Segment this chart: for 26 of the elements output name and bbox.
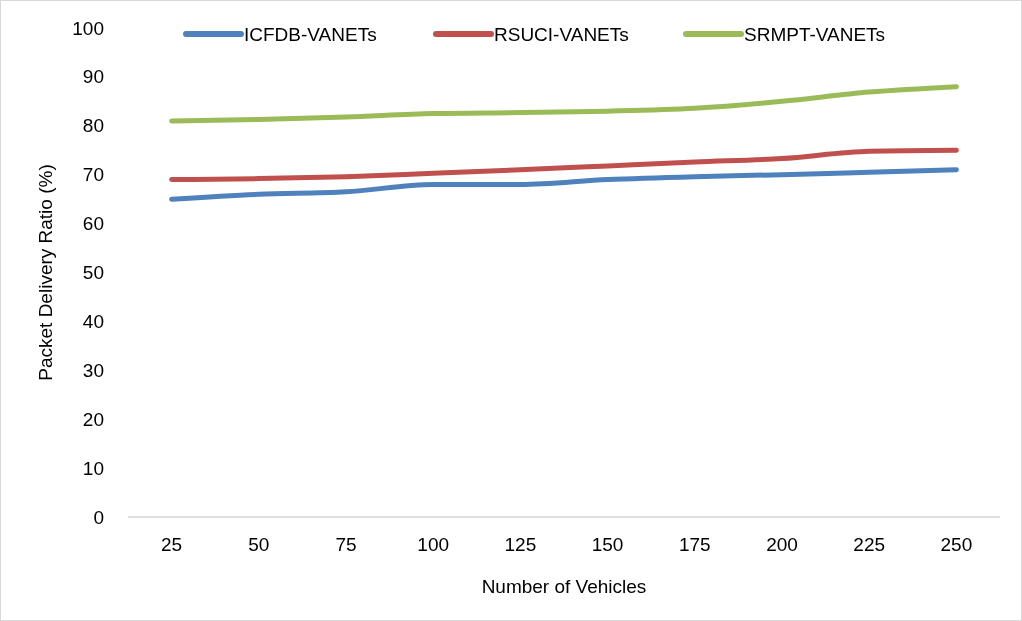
y-tick-label: 50 bbox=[82, 262, 104, 283]
legend-label: SRMPT-VANETs bbox=[744, 23, 886, 45]
y-axis-title: Packet Delivery Ratio (%) bbox=[35, 164, 56, 381]
x-tick-label: 250 bbox=[940, 534, 973, 555]
y-tick-label: 30 bbox=[82, 359, 104, 381]
x-tick-label: 125 bbox=[504, 534, 537, 555]
y-tick-label: 60 bbox=[82, 213, 104, 235]
x-tick-label: 150 bbox=[591, 534, 624, 555]
x-tick-label: 25 bbox=[161, 534, 183, 555]
x-tick-label: 100 bbox=[417, 534, 450, 555]
x-tick-label: 175 bbox=[678, 534, 711, 555]
x-axis-title: Number of Vehicles bbox=[481, 576, 647, 597]
y-tick-label: 0 bbox=[93, 506, 104, 528]
legend-label: RSUCI-VANETs bbox=[494, 23, 629, 45]
y-tick-label: 40 bbox=[82, 310, 104, 332]
legend-label: ICFDB-VANETs bbox=[244, 23, 377, 45]
x-tick-label: 75 bbox=[335, 534, 357, 555]
y-tick-label: 70 bbox=[82, 164, 104, 186]
x-tick-label: 225 bbox=[853, 534, 886, 555]
y-tick-label: 90 bbox=[82, 66, 104, 88]
y-tick-label: 10 bbox=[82, 457, 104, 479]
x-tick-label: 50 bbox=[248, 534, 270, 555]
x-tick-label: 200 bbox=[766, 534, 798, 555]
y-tick-label: 20 bbox=[82, 408, 104, 430]
y-tick-label: 80 bbox=[82, 115, 104, 137]
y-tick-label: 100 bbox=[72, 17, 104, 39]
